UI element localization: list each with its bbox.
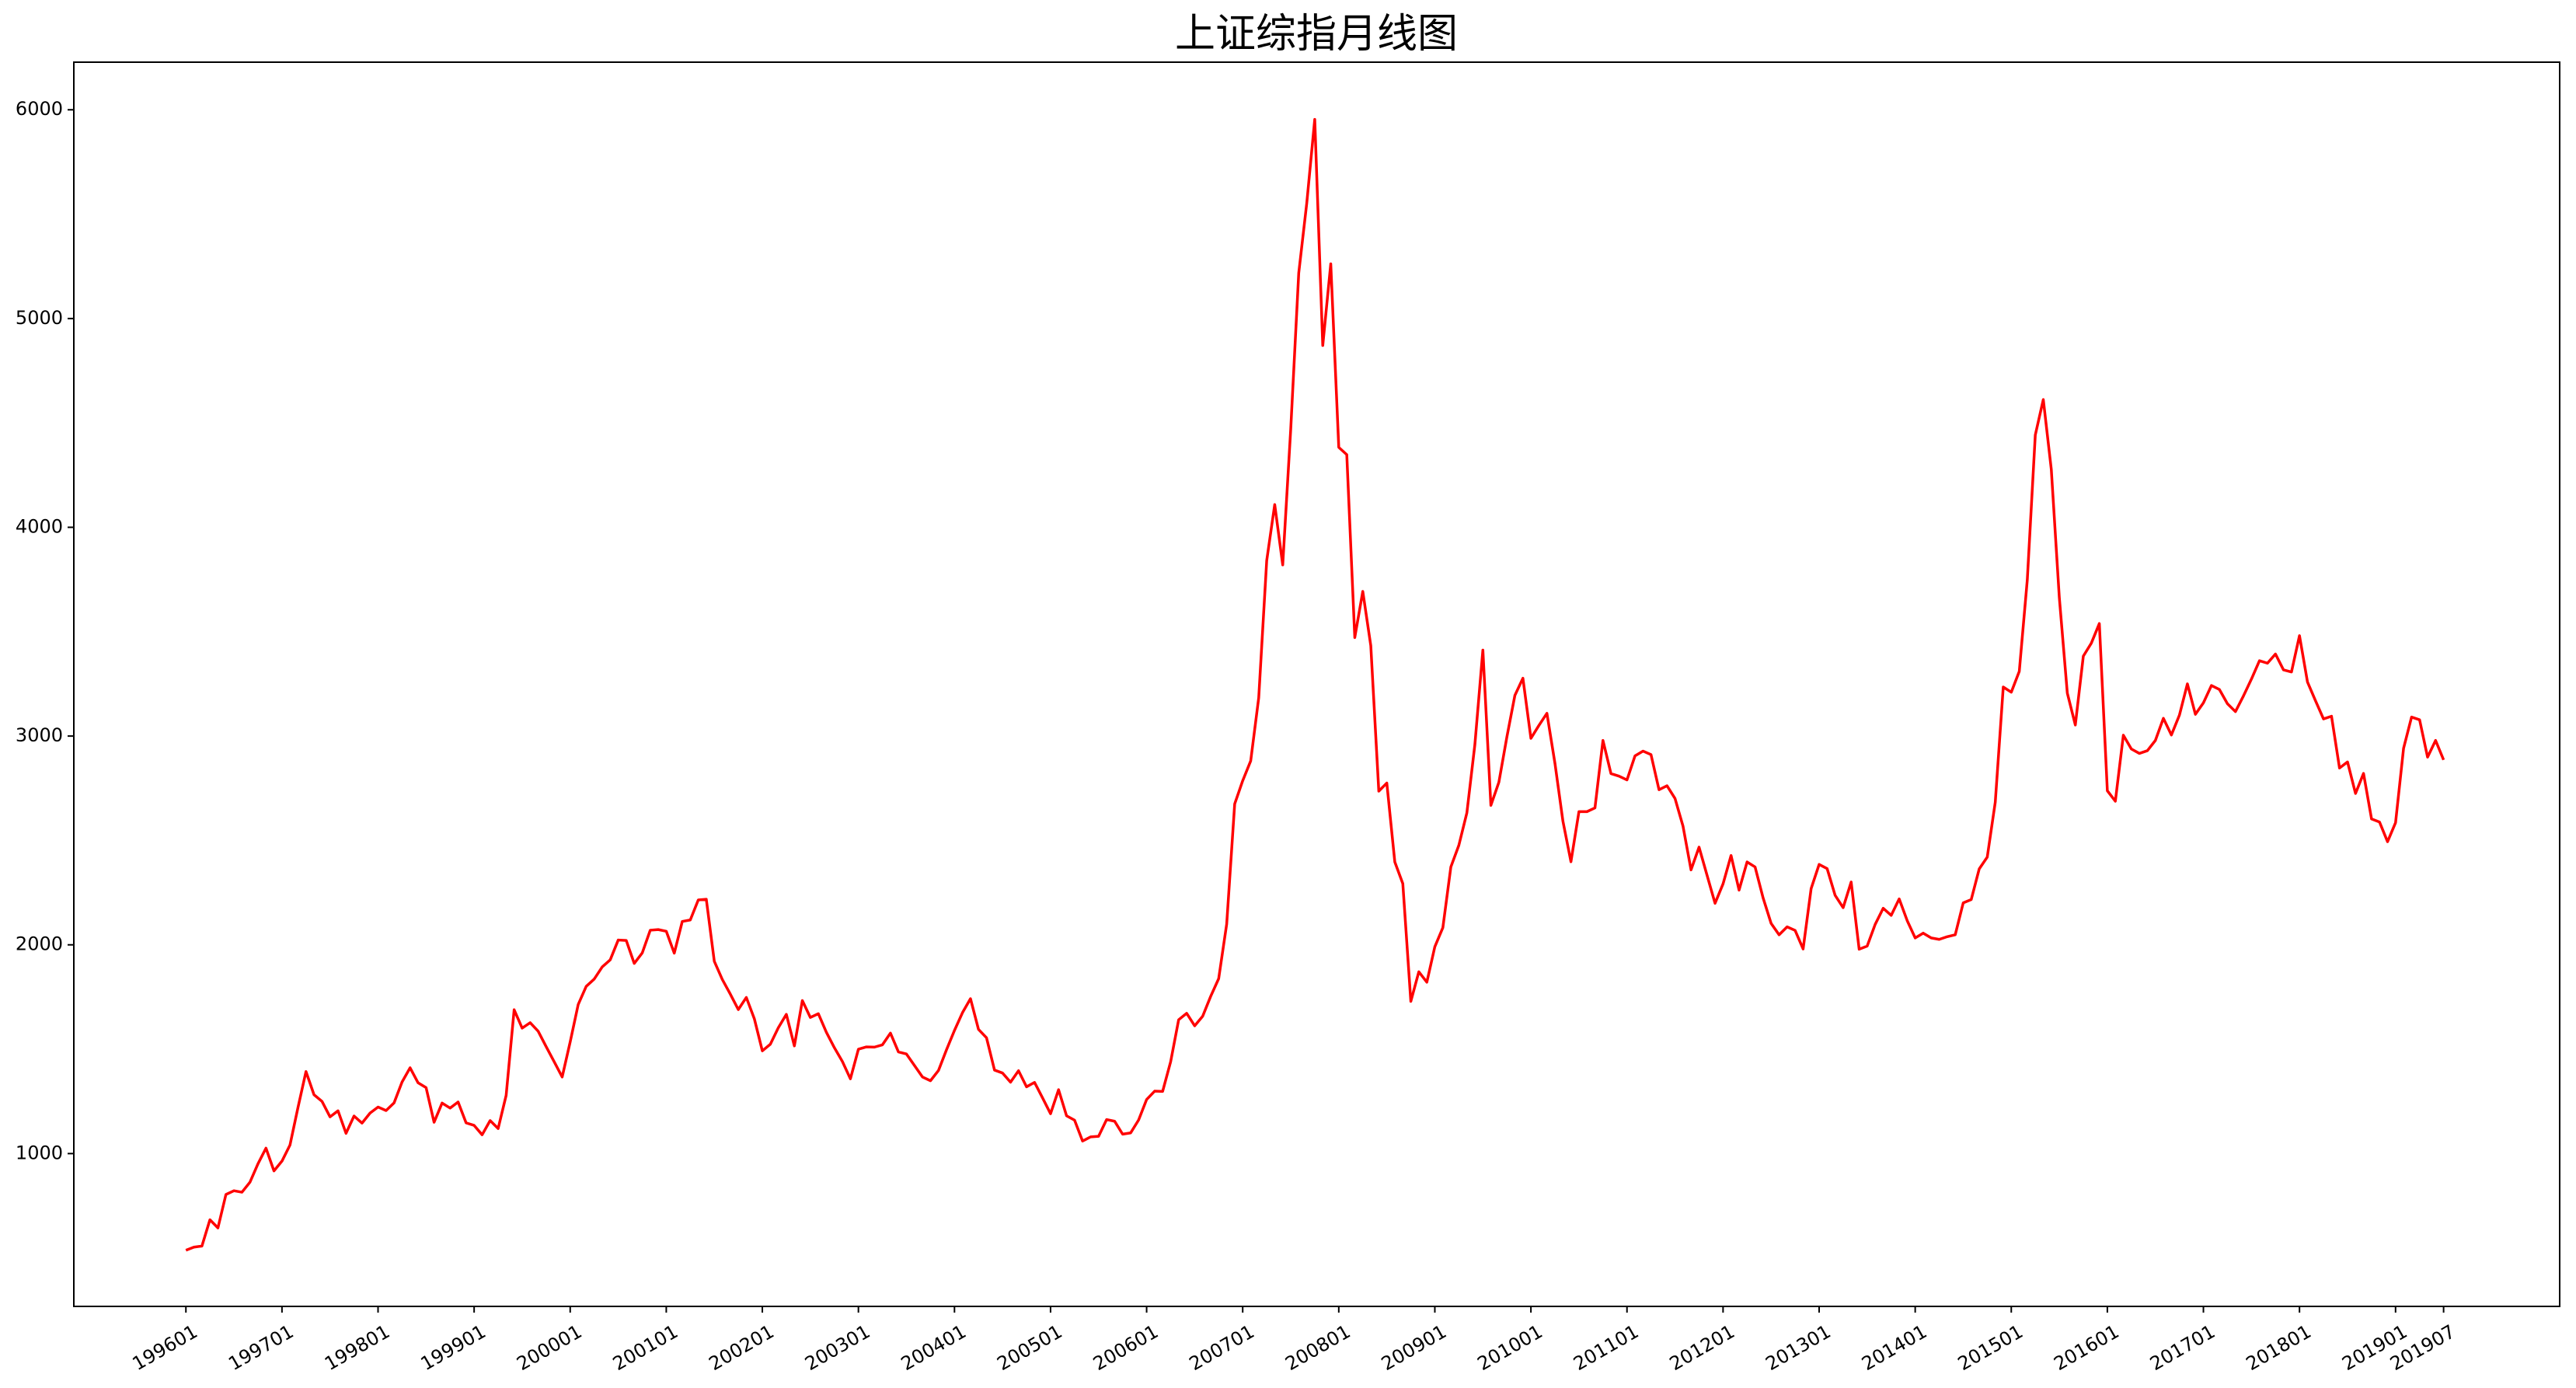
y-tick-label: 4000 xyxy=(16,515,63,537)
y-tick-label: 5000 xyxy=(16,307,63,329)
y-tick-label: 1000 xyxy=(16,1142,63,1163)
y-tick-label: 2000 xyxy=(16,933,63,955)
chart-title: 上证综指月线图 xyxy=(1175,11,1458,58)
y-tick-label: 3000 xyxy=(16,724,63,746)
y-tick-label: 6000 xyxy=(16,98,63,120)
plot-frame xyxy=(73,61,2560,1307)
price-line xyxy=(185,117,2445,1252)
